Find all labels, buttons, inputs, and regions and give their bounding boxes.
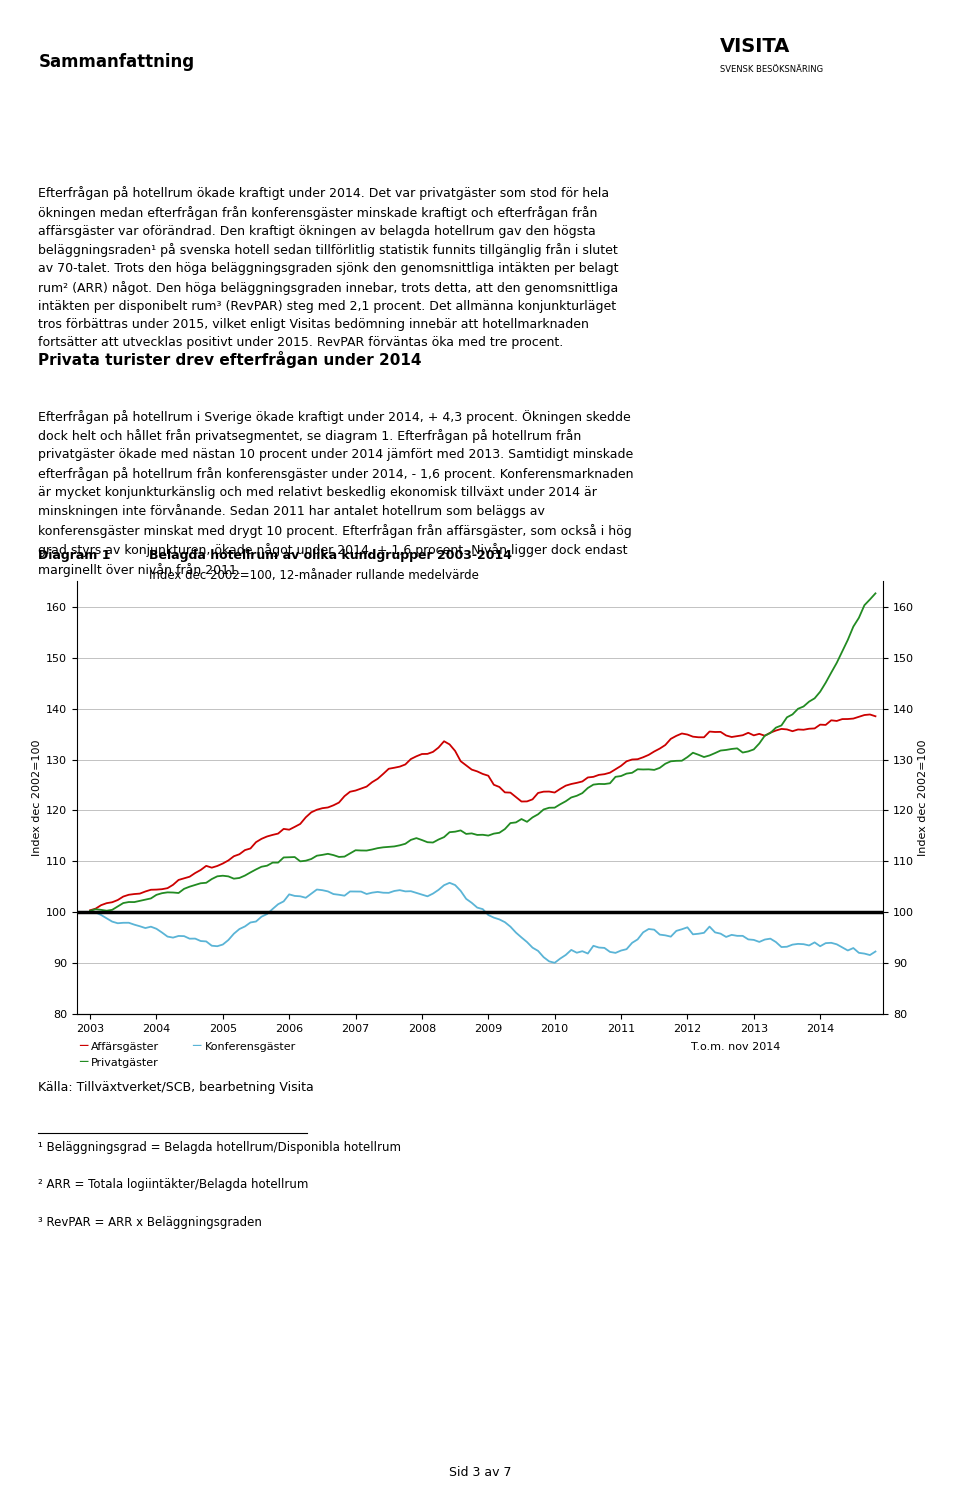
Text: Affärsgäster: Affärsgäster	[91, 1042, 159, 1051]
Text: ³ RevPAR = ARR x Beläggningsgraden: ³ RevPAR = ARR x Beläggningsgraden	[38, 1215, 262, 1229]
Text: Efterfrågan på hotellrum ökade kraftigt under 2014. Det var privatgäster som sto: Efterfrågan på hotellrum ökade kraftigt …	[38, 186, 619, 349]
Y-axis label: Index dec 2002=100: Index dec 2002=100	[918, 740, 928, 856]
Text: Belagda hotellrum av olika kundgrupper 2003-2014: Belagda hotellrum av olika kundgrupper 2…	[149, 549, 512, 562]
Text: Efterfrågan på hotellrum i Sverige ökade kraftigt under 2014, + 4,3 procent. Ökn: Efterfrågan på hotellrum i Sverige ökade…	[38, 410, 634, 577]
Text: Sammanfattning: Sammanfattning	[38, 54, 195, 72]
Text: SVENSK BESÖKSNÄRING: SVENSK BESÖKSNÄRING	[720, 64, 823, 73]
Text: Privata turister drev efterfrågan under 2014: Privata turister drev efterfrågan under …	[38, 352, 421, 368]
Text: ¹ Beläggningsgrad = Belagda hotellrum/Disponibla hotellrum: ¹ Beläggningsgrad = Belagda hotellrum/Di…	[38, 1141, 401, 1154]
Text: Sid 3 av 7: Sid 3 av 7	[448, 1466, 512, 1479]
Text: ─: ─	[79, 1039, 87, 1053]
Text: Index dec 2002=100, 12-månader rullande medelvärde: Index dec 2002=100, 12-månader rullande …	[149, 568, 479, 581]
Text: Konferensgäster: Konferensgäster	[204, 1042, 296, 1051]
Text: VISITA: VISITA	[720, 37, 790, 57]
Text: Privatgäster: Privatgäster	[91, 1059, 159, 1068]
Text: ² ARR = Totala logiintäkter/Belagda hotellrum: ² ARR = Totala logiintäkter/Belagda hote…	[38, 1178, 309, 1191]
Text: T.o.m. nov 2014: T.o.m. nov 2014	[691, 1042, 780, 1051]
Y-axis label: Index dec 2002=100: Index dec 2002=100	[32, 740, 42, 856]
Text: ─: ─	[192, 1039, 201, 1053]
Text: Diagram 1: Diagram 1	[38, 549, 111, 562]
Text: ─: ─	[79, 1056, 87, 1069]
Text: Källa: Tillväxtverket/SCB, bearbetning Visita: Källa: Tillväxtverket/SCB, bearbetning V…	[38, 1081, 314, 1094]
